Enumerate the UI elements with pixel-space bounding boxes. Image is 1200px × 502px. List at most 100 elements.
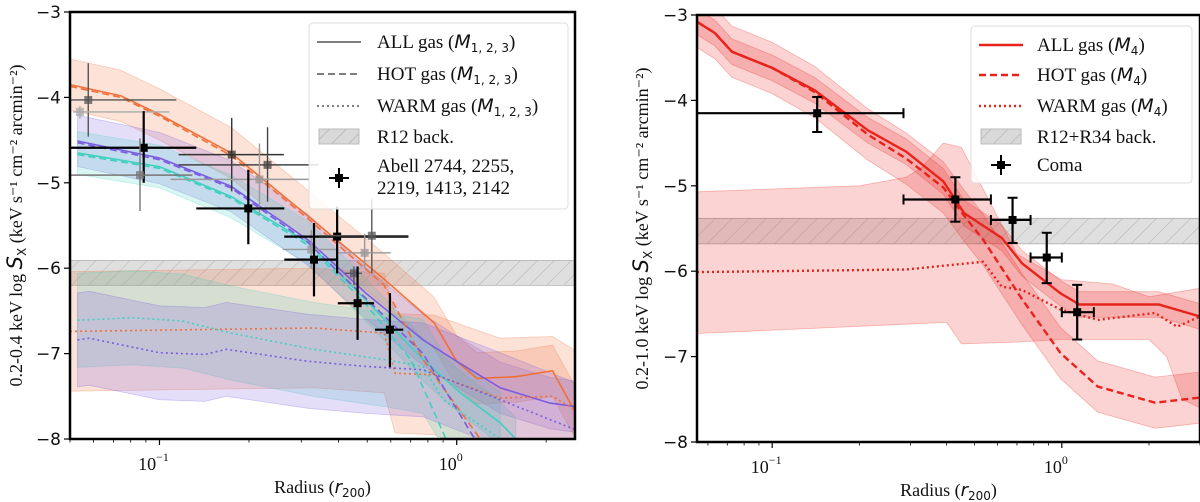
data-point	[284, 222, 338, 297]
band-cyan-all	[77, 131, 517, 439]
data-marker	[385, 325, 394, 334]
series-line-cyan-all	[77, 152, 517, 439]
legend-label: WARM gas (M4)	[1037, 95, 1168, 119]
legend-symbol: M	[1117, 64, 1133, 86]
y-tick-label: −3	[663, 6, 688, 26]
x-label-end: )	[365, 477, 371, 498]
y-axis-label: 0.2-1.0 keV log SX (keV s⁻¹ cm⁻² arcmin⁻…	[629, 67, 655, 389]
y-label-prefix: 0.2-1.0 keV log	[632, 272, 652, 389]
legend-label-line2: 2219, 1413, 2142	[377, 178, 510, 199]
data-marker	[951, 195, 960, 204]
y-tick-label: −7	[663, 348, 688, 368]
legend-subscript: 1, 2, 3	[473, 73, 511, 87]
legend-end: )	[1161, 96, 1167, 117]
data-marker	[244, 204, 253, 213]
data-marker	[227, 150, 236, 159]
tick-base: 10	[138, 454, 156, 474]
data-marker	[353, 299, 362, 308]
plot-area	[70, 58, 575, 439]
data-point	[71, 63, 177, 137]
x-tick-label: 10−1	[138, 450, 169, 474]
legend-item: HOT gas (M1, 2, 3)	[317, 63, 518, 87]
legend-label: HOT gas (M4)	[1037, 64, 1147, 88]
y-tick-label: −3	[36, 3, 61, 23]
tick-exponent: 0	[1062, 453, 1068, 467]
band-red-warm	[697, 142, 1200, 409]
data-point	[319, 199, 409, 274]
series-line-red-hot	[697, 20, 1200, 404]
y-tick-label: −8	[36, 430, 61, 450]
axes-frame	[695, 13, 1200, 444]
legend-item: HOT gas (M4)	[979, 64, 1147, 88]
data-point	[1029, 231, 1063, 285]
y-label-symbol: S	[3, 256, 27, 269]
tick-exponent: −1	[156, 450, 169, 464]
legend-item: WARM gas (M1, 2, 3)	[317, 95, 538, 119]
data-marker	[75, 107, 84, 116]
legend-text: HOT gas (	[1037, 65, 1117, 86]
data-marker	[349, 269, 358, 278]
legend-subscript: 4	[1131, 44, 1139, 58]
y-tick-label: −6	[36, 259, 61, 279]
legend-text: R12 back.	[377, 127, 454, 148]
data-point	[170, 143, 310, 216]
y-label-subscript: X	[641, 251, 655, 259]
legend-item: R12+R34 back.	[980, 127, 1156, 148]
data-point	[1060, 283, 1095, 341]
legend-item: Coma	[991, 155, 1083, 176]
legend-hatch-icon	[980, 128, 1022, 145]
legend-symbol: M	[1114, 34, 1130, 56]
legend-text: ALL gas (	[377, 32, 454, 53]
legend-label: HOT gas (M1, 2, 3)	[377, 63, 518, 87]
legend-marker-icon	[335, 174, 343, 182]
y-tick-label: −6	[663, 262, 688, 282]
legend-end: )	[509, 32, 515, 53]
y-label-prefix: 0.2-0.4 keV log	[6, 269, 26, 386]
legend-item: ALL gas (M1, 2, 3)	[317, 31, 515, 55]
data-point	[338, 234, 391, 269]
data-marker	[367, 231, 376, 240]
x-axis-label: Radius (r200)	[274, 477, 371, 500]
data-marker	[84, 95, 93, 104]
legend-end: )	[511, 64, 517, 85]
legend: ALL gas (M1, 2, 3) HOT gas (M1, 2, 3) WARM…	[308, 22, 569, 210]
band-cyan-warm	[77, 270, 501, 439]
legend-text: Abell 2744, 2255,	[377, 156, 514, 177]
tick-exponent: 0	[457, 450, 463, 464]
legend-label: ALL gas (M1, 2, 3)	[377, 31, 515, 55]
legend-label: ALL gas (M4)	[1037, 34, 1145, 58]
x-label-text: Radius (	[900, 480, 961, 501]
x-label-text: Radius (	[274, 477, 335, 498]
data-marker	[139, 143, 148, 152]
x-tick-label: 10−1	[751, 453, 782, 477]
legend-text: ALL gas (	[1037, 35, 1114, 56]
series-line-cyan-warm	[77, 316, 501, 439]
legend-item: WARM gas (M4)	[979, 95, 1168, 119]
data-marker	[307, 245, 316, 254]
data-point	[697, 95, 905, 133]
data-marker	[263, 160, 272, 169]
band-purple-warm	[77, 290, 575, 439]
x-label-symbol: r	[335, 477, 344, 498]
x-label-end: )	[991, 480, 997, 501]
data-marker	[360, 248, 369, 257]
data-point	[70, 138, 193, 211]
data-marker	[1008, 215, 1017, 224]
axes-frame	[68, 10, 577, 441]
legend-subscript: 4	[1133, 74, 1141, 88]
series-line-cyan-hot	[77, 153, 447, 439]
background-band	[697, 217, 1200, 245]
x-tick-label: 100	[439, 450, 463, 474]
legend-text: HOT gas (	[377, 64, 457, 85]
plot-area	[697, 15, 1200, 429]
x-label-symbol: r	[961, 480, 970, 501]
y-label-symbol: S	[629, 259, 653, 272]
band-red-hot	[697, 15, 1200, 429]
x-tick-label: 100	[1044, 453, 1068, 477]
x-axis-label: Radius (r200)	[900, 480, 997, 502]
legend-end: )	[1138, 35, 1144, 56]
series-line-purple-all	[77, 140, 575, 408]
